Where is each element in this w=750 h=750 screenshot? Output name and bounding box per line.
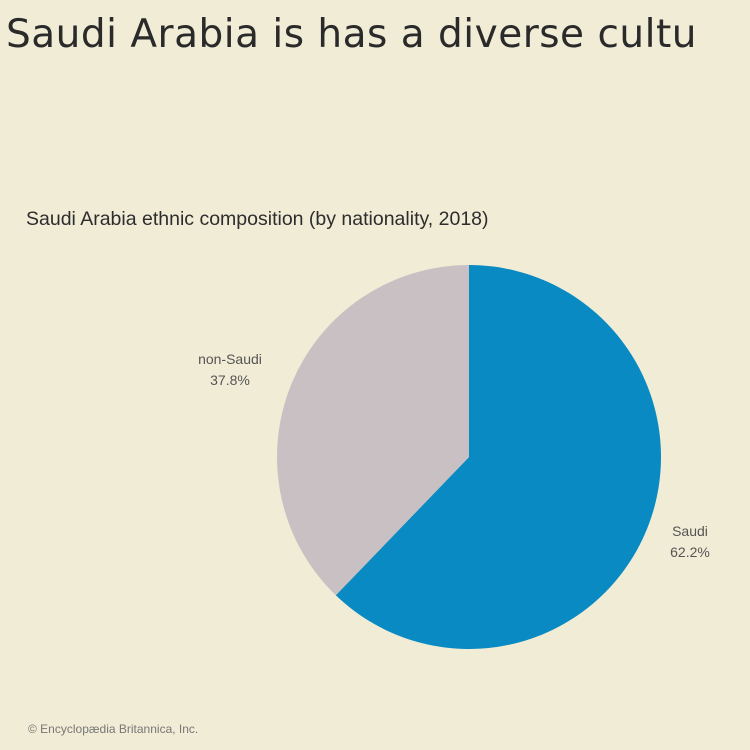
headline: Saudi Arabia is has a diverse cultu (6, 12, 697, 57)
copyright-credit: © Encyclopædia Britannica, Inc. (28, 722, 199, 736)
slice-label-non-saudi: non-Saudi (198, 351, 262, 367)
slice-label-saudi: Saudi (672, 523, 708, 539)
slice-value-saudi: 62.2% (670, 544, 710, 560)
chart-title: Saudi Arabia ethnic composition (by nati… (26, 208, 489, 230)
pie-slice-non-saudi (277, 265, 469, 596)
pie-slice-saudi (335, 265, 662, 649)
slice-value-non-saudi: 37.8% (210, 372, 250, 388)
